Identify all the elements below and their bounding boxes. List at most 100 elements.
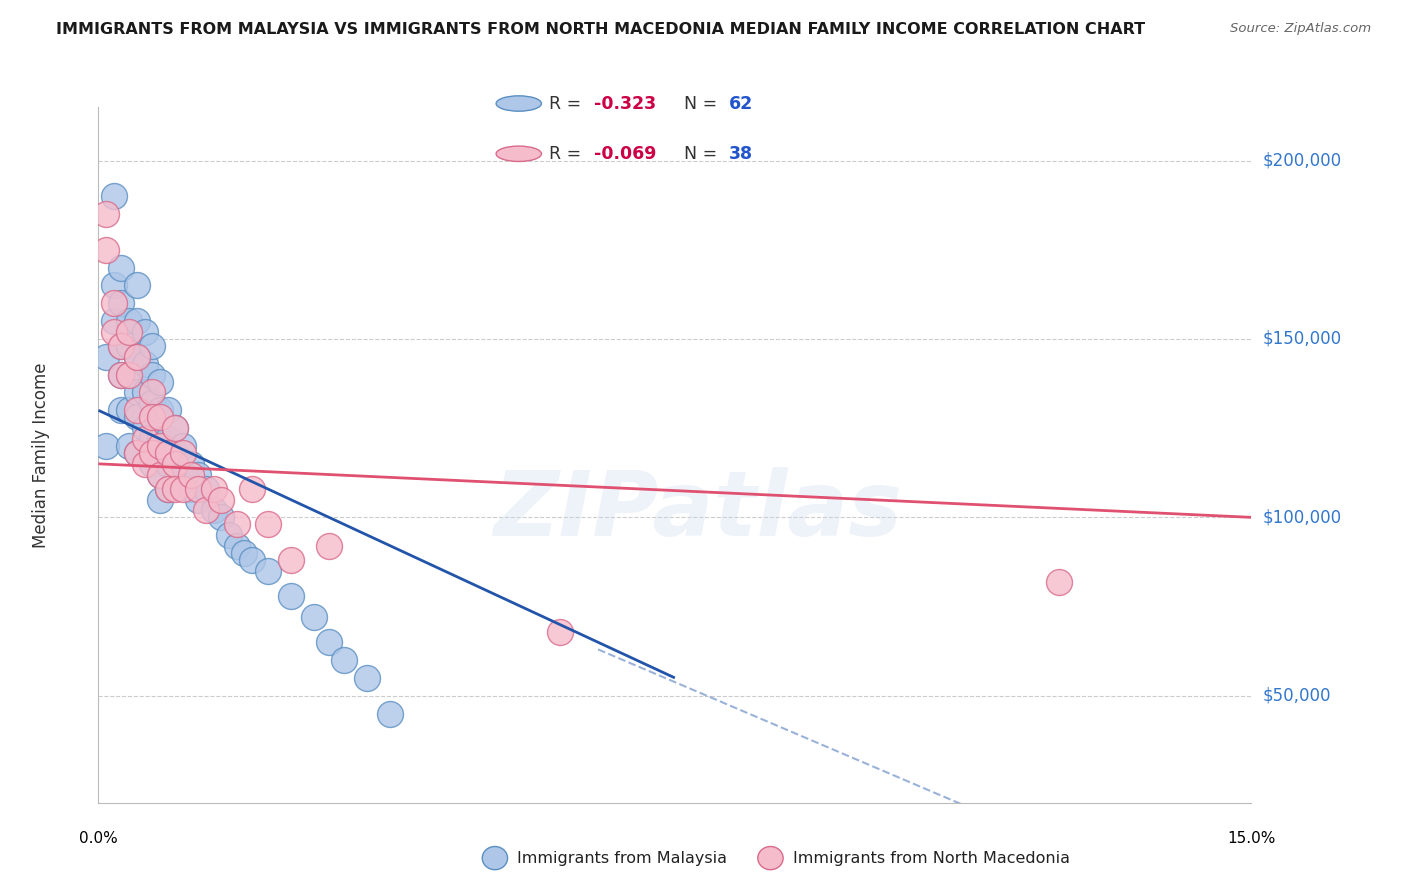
Point (94, 207, 117, 221)
Point (240, 553, 263, 567)
Point (125, 350, 148, 364)
Point (149, 467, 172, 482)
Point (110, 260, 132, 275)
Point (380, 706, 402, 721)
Point (548, 624, 571, 639)
Point (110, 296, 132, 310)
Text: IMMIGRANTS FROM MALAYSIA VS IMMIGRANTS FROM NORTH MACEDONIA MEDIAN FAMILY INCOME: IMMIGRANTS FROM MALAYSIA VS IMMIGRANTS F… (56, 22, 1146, 37)
Point (103, 325, 125, 339)
Point (256, 564, 278, 578)
Point (149, 432, 172, 446)
Point (195, 503, 218, 517)
Point (225, 517, 247, 532)
Point (118, 439, 141, 453)
Point (187, 492, 209, 507)
Point (149, 439, 172, 453)
Point (141, 396, 163, 410)
Point (165, 457, 187, 471)
Point (356, 671, 378, 685)
Text: 38: 38 (728, 145, 754, 162)
Point (280, 589, 302, 603)
Point (141, 457, 163, 471)
Point (110, 339, 132, 353)
Point (187, 467, 209, 482)
Point (110, 403, 132, 417)
Text: Source: ZipAtlas.com: Source: ZipAtlas.com (1230, 22, 1371, 36)
Point (118, 339, 141, 353)
Point (94, 439, 117, 453)
Text: -0.069: -0.069 (595, 145, 657, 162)
Text: $50,000: $50,000 (1263, 687, 1331, 705)
Point (180, 482, 202, 496)
Point (172, 482, 194, 496)
Text: 0.0%: 0.0% (79, 831, 118, 847)
Point (318, 635, 340, 649)
Point (156, 482, 179, 496)
Point (125, 314, 148, 328)
Point (118, 368, 141, 382)
Point (209, 492, 232, 507)
Point (195, 482, 218, 496)
Point (149, 492, 172, 507)
Point (180, 467, 202, 482)
Point (165, 421, 187, 435)
Point (134, 385, 156, 400)
Point (125, 403, 148, 417)
Text: ZIPatlas: ZIPatlas (494, 467, 903, 555)
Point (125, 446, 148, 460)
Point (165, 446, 187, 460)
Point (103, 296, 125, 310)
Point (1047, 574, 1070, 589)
Point (156, 446, 179, 460)
Text: Immigrants from North Macedonia: Immigrants from North Macedonia (793, 851, 1070, 865)
Text: -0.323: -0.323 (595, 95, 657, 112)
Point (134, 432, 156, 446)
Point (103, 278, 125, 293)
Text: R =: R = (548, 145, 586, 162)
Point (225, 539, 247, 553)
Point (240, 482, 263, 496)
Point (165, 421, 187, 435)
Point (141, 446, 163, 460)
Point (256, 517, 278, 532)
Point (218, 528, 240, 542)
Point (134, 457, 156, 471)
Point (187, 482, 209, 496)
Point (141, 432, 163, 446)
Text: 62: 62 (728, 95, 754, 112)
Point (149, 375, 172, 389)
Point (333, 653, 356, 667)
Point (118, 403, 141, 417)
Point (141, 368, 163, 382)
Point (110, 339, 132, 353)
Point (318, 539, 340, 553)
Text: Median Family Income: Median Family Income (32, 362, 49, 548)
Point (118, 314, 141, 328)
Point (141, 410, 163, 425)
Point (125, 278, 148, 293)
Point (125, 446, 148, 460)
Point (156, 403, 179, 417)
Point (172, 439, 194, 453)
Point (149, 410, 172, 425)
Circle shape (496, 95, 541, 112)
Text: N =: N = (683, 95, 723, 112)
Point (156, 457, 179, 471)
Point (156, 432, 179, 446)
Point (165, 475, 187, 489)
Point (103, 189, 125, 203)
Point (233, 546, 256, 560)
Point (103, 314, 125, 328)
Text: $200,000: $200,000 (1263, 152, 1341, 169)
Point (149, 467, 172, 482)
Point (172, 446, 194, 460)
Point (209, 510, 232, 524)
Point (94, 243, 117, 257)
Point (141, 339, 163, 353)
Point (110, 368, 132, 382)
Text: N =: N = (683, 145, 723, 162)
Point (94, 350, 117, 364)
Point (202, 482, 225, 496)
Text: $100,000: $100,000 (1263, 508, 1341, 526)
Point (165, 482, 187, 496)
